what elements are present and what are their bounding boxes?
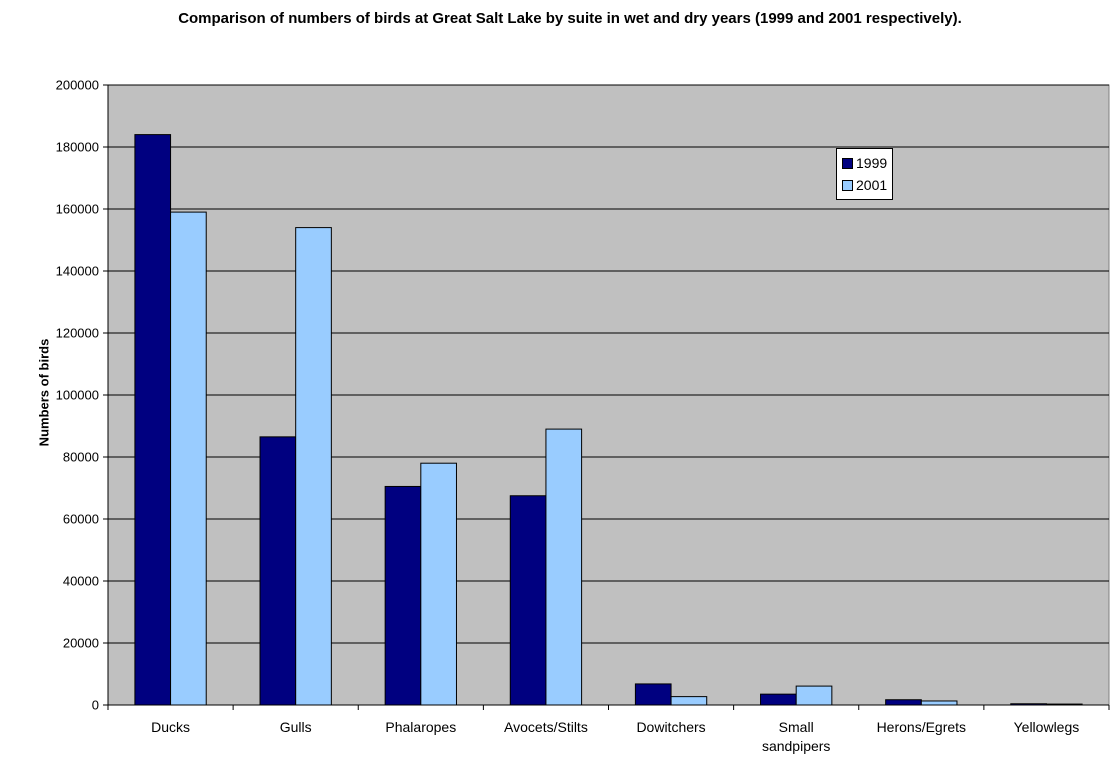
- legend-item-2001: 2001: [842, 174, 887, 196]
- bar-1999-6: [885, 699, 922, 706]
- bar-1999-0: [134, 134, 172, 706]
- bar-2001-3: [545, 428, 583, 706]
- y-tick-label: 160000: [56, 202, 99, 217]
- chart-title: Comparison of numbers of birds at Great …: [178, 10, 962, 27]
- legend: 1999 2001: [836, 148, 894, 200]
- bar-2001-5: [795, 685, 833, 706]
- y-tick-label: 0: [92, 698, 99, 713]
- x-tick-label: Gulls: [280, 719, 312, 735]
- bar-2001-0: [170, 211, 207, 706]
- x-tick-label: Avocets/Stilts: [504, 719, 588, 735]
- bar-1999-4: [634, 683, 672, 706]
- y-axis-label: Numbers of birds: [36, 338, 52, 447]
- bar-1999-5: [760, 693, 797, 706]
- legend-swatch: [842, 179, 853, 191]
- y-tick-label: 200000: [56, 78, 99, 93]
- gridlines: [108, 84, 1109, 644]
- x-tick-label: sandpipers: [762, 738, 831, 754]
- x-tick-label: Small: [779, 719, 814, 735]
- bar-2001-6: [920, 700, 958, 706]
- y-tick-labels: 0 20000 40000 60000 80000 100000 120000 140000 1…: [56, 78, 108, 713]
- x-tick-labels: Ducks Gulls Phalaropes Avocets/Stilts Dowitc…: [151, 719, 1079, 754]
- bar-1999-3: [509, 495, 547, 706]
- y-tick-label: 40000: [63, 574, 99, 589]
- legend-label: 2001: [856, 177, 888, 193]
- y-tick-label: 60000: [63, 512, 99, 527]
- x-tick-label: Yellowlegs: [1014, 719, 1080, 735]
- legend-item-1999: 1999: [842, 152, 887, 174]
- x-tick-label: Dowitchers: [636, 719, 705, 735]
- y-tick-label: 80000: [63, 450, 99, 465]
- bar-1999-1: [259, 436, 297, 706]
- legend-label: 1999: [856, 155, 888, 171]
- y-tick-label: 120000: [56, 326, 99, 341]
- bar-2001-4: [670, 696, 708, 706]
- x-tick-label: Ducks: [151, 719, 190, 735]
- y-tick-label: 140000: [56, 264, 99, 279]
- bars: [134, 134, 1083, 706]
- x-tick-label: Herons/Egrets: [877, 719, 966, 735]
- bar-2001-2: [420, 462, 457, 706]
- bar-1999-2: [384, 485, 422, 706]
- y-tick-label: 180000: [56, 140, 99, 155]
- legend-swatch: [842, 157, 853, 169]
- y-tick-label: 20000: [63, 636, 99, 651]
- bar-2001-1: [295, 227, 332, 706]
- x-tick-label: Phalaropes: [385, 719, 456, 735]
- y-tick-label: 100000: [56, 388, 99, 403]
